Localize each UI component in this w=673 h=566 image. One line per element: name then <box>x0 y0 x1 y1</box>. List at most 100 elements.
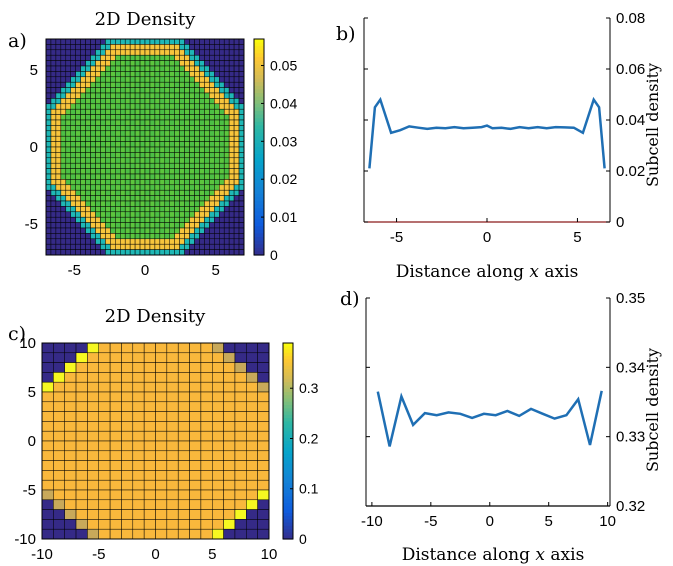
heatmap-cell <box>223 342 236 354</box>
heatmap-cell <box>174 44 180 51</box>
heatmap-cell <box>189 168 195 175</box>
heatmap-cell <box>209 114 215 121</box>
heatmap-cell <box>214 87 220 94</box>
heatmap-cell <box>169 119 175 126</box>
heatmap-cell <box>105 189 111 196</box>
heatmap-cell <box>214 184 220 191</box>
heatmap-cell <box>174 200 180 207</box>
heatmap-cell <box>177 401 190 412</box>
heatmap-cell <box>110 243 116 250</box>
heatmap-cell <box>75 157 81 164</box>
heatmap-cell <box>55 71 62 78</box>
heatmap-cell <box>134 49 141 56</box>
heatmap-cell <box>149 173 156 180</box>
colorbar-band <box>254 237 264 242</box>
heatmap-cell <box>228 125 235 132</box>
heatmap-cell <box>228 179 235 186</box>
heatmap-cell <box>169 157 175 164</box>
heatmap-cell <box>65 243 72 250</box>
heatmap-cell <box>95 103 101 110</box>
heatmap-cell <box>228 71 235 78</box>
heatmap-cell <box>189 152 195 159</box>
heatmap-cell <box>189 135 195 142</box>
heatmap-cell <box>65 125 72 132</box>
heatmap-cell <box>124 152 131 159</box>
heatmap-cell <box>169 195 175 202</box>
colorbar-band <box>254 129 264 134</box>
heatmap-cell <box>100 206 106 213</box>
heatmap-cell <box>90 44 96 51</box>
heatmap-cell <box>100 119 106 126</box>
heatmap-cell <box>85 184 91 191</box>
heatmap-cell <box>53 519 65 530</box>
heatmap-cell <box>212 411 224 422</box>
heatmap-cell <box>134 76 141 83</box>
heatmap-cell <box>75 509 88 520</box>
heatmap-cell <box>129 103 136 110</box>
colorbar-band <box>283 372 293 377</box>
heatmap-cell <box>194 60 200 67</box>
heatmap-cell <box>120 44 126 51</box>
heatmap-cell <box>139 81 146 88</box>
heatmap-cell <box>95 81 101 88</box>
colorbar-band <box>283 441 293 445</box>
heatmap-cell <box>179 130 185 137</box>
colorbar-tick-label: 0 <box>299 531 307 547</box>
heatmap-cell <box>41 342 54 354</box>
heatmap-cell <box>159 179 166 186</box>
heatmap-cell <box>132 519 145 530</box>
colorbar-band <box>283 444 293 449</box>
heatmap-cell <box>105 173 111 180</box>
heatmap-cell <box>246 411 258 422</box>
heatmap-cell <box>223 114 230 121</box>
heatmap-cell <box>64 440 77 452</box>
heatmap-cell <box>144 108 151 115</box>
heatmap-cell <box>238 49 245 56</box>
heatmap-cell <box>90 108 96 115</box>
heatmap-cell <box>164 211 171 218</box>
heatmap-cell <box>53 430 65 442</box>
heatmap-cell <box>120 87 126 94</box>
heatmap-cell <box>134 157 141 164</box>
heatmap-cell <box>70 227 76 234</box>
heatmap-cell <box>223 401 236 412</box>
heatmap-cell <box>174 125 180 132</box>
heatmap-cell <box>223 243 230 250</box>
heatmap-cell <box>87 499 100 510</box>
heatmap-cell <box>41 519 54 530</box>
heatmap-cell <box>159 162 166 169</box>
colorbar-band <box>283 362 293 367</box>
heatmap-cell <box>115 233 121 240</box>
heatmap-cell <box>219 152 225 159</box>
heatmap-cell <box>189 76 195 83</box>
heatmap-cell <box>105 200 111 207</box>
heatmap-cell <box>65 152 72 159</box>
heatmap-cell <box>50 108 57 115</box>
heatmap-cell <box>120 103 126 110</box>
heatmap-cell <box>246 470 258 481</box>
heatmap-cell <box>214 76 220 83</box>
heatmap-cell <box>234 450 247 461</box>
heatmap-cell <box>100 114 106 121</box>
heatmap-cell <box>223 179 230 186</box>
heatmap-cell <box>219 98 225 105</box>
heatmap-cell <box>100 168 106 175</box>
colorbar-band <box>254 208 264 213</box>
heatmap-cell <box>204 38 210 45</box>
heatmap-cell <box>174 76 180 83</box>
heatmap-cell <box>100 125 106 132</box>
heatmap-cell <box>75 71 81 78</box>
heatmap-cell <box>65 162 72 169</box>
heatmap-cell <box>209 103 215 110</box>
heatmap-cell <box>174 130 180 137</box>
heatmap-cell <box>234 470 247 481</box>
heatmap-cell <box>115 162 121 169</box>
heatmap-cell <box>238 179 245 186</box>
heatmap-cell <box>65 222 72 229</box>
heatmap-cell <box>246 421 258 432</box>
heatmap-cell <box>109 411 122 422</box>
heatmap-cell <box>209 44 215 51</box>
colorbar-band <box>254 132 264 137</box>
heatmap-cell <box>214 114 220 121</box>
